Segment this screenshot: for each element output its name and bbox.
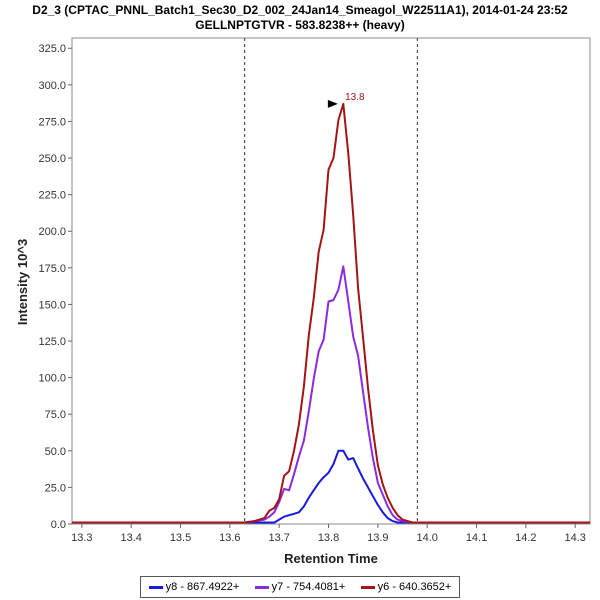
y-tick-label: 275.0 — [38, 116, 66, 128]
x-tick-label: 13.8 — [318, 532, 339, 544]
legend-swatch — [148, 585, 163, 589]
x-tick-label: 14.2 — [515, 532, 536, 544]
y-axis-label: Intensity 10^3 — [15, 239, 30, 325]
y-tick-label: 225.0 — [38, 190, 66, 202]
y-tick-label: 175.0 — [38, 263, 66, 275]
peak-marker-arrow — [327, 99, 338, 108]
x-tick-label: 13.6 — [219, 532, 240, 544]
y-tick-label: 0.0 — [51, 519, 66, 531]
y-tick-label: 325.0 — [38, 43, 66, 55]
legend-item: y7 - 754.4081+ — [254, 581, 346, 593]
series-line — [72, 449, 590, 524]
legend-item: y6 - 640.3652+ — [360, 581, 452, 593]
series-line — [72, 102, 590, 524]
y-tick-label: 75.0 — [45, 409, 66, 421]
chart-legend: y8 - 867.4922+ y7 - 754.4081+ y6 - 640.3… — [140, 576, 460, 598]
x-tick-label: 13.7 — [268, 532, 289, 544]
x-tick-label: 13.9 — [367, 532, 388, 544]
legend-swatch — [254, 585, 269, 589]
y-tick-label: 150.0 — [38, 299, 66, 311]
legend-label: y8 - 867.4922+ — [165, 581, 240, 593]
y-tick-label: 200.0 — [38, 226, 66, 238]
y-tick-label: 125.0 — [38, 336, 66, 348]
x-tick-label: 14.0 — [416, 532, 437, 544]
legend-label: y6 - 640.3652+ — [377, 581, 452, 593]
y-tick-label: 300.0 — [38, 80, 66, 92]
y-tick-label: 100.0 — [38, 373, 66, 385]
x-tick-label: 13.5 — [170, 532, 191, 544]
chart-subtitle: GELLNPTGTVR - 583.8238++ (heavy) — [195, 18, 405, 32]
y-tick-label: 50.0 — [45, 446, 66, 458]
plot-frame — [71, 37, 591, 525]
x-axis-label: Retention Time — [284, 551, 378, 566]
y-tick-label: 250.0 — [38, 153, 66, 165]
peak-annotation-label: 13.8 — [345, 92, 365, 103]
x-tick-label: 13.4 — [120, 532, 141, 544]
legend-label: y7 - 754.4081+ — [271, 581, 346, 593]
series-line — [72, 265, 590, 524]
chart-title: D2_3 (CPTAC_PNNL_Batch1_Sec30_D2_002_24J… — [32, 3, 568, 17]
y-tick-label: 25.0 — [45, 482, 66, 494]
legend-item: y8 - 867.4922+ — [148, 581, 240, 593]
x-tick-label: 13.3 — [71, 532, 92, 544]
x-tick-label: 14.3 — [564, 532, 585, 544]
legend-swatch — [360, 585, 375, 589]
x-tick-label: 14.1 — [466, 532, 487, 544]
